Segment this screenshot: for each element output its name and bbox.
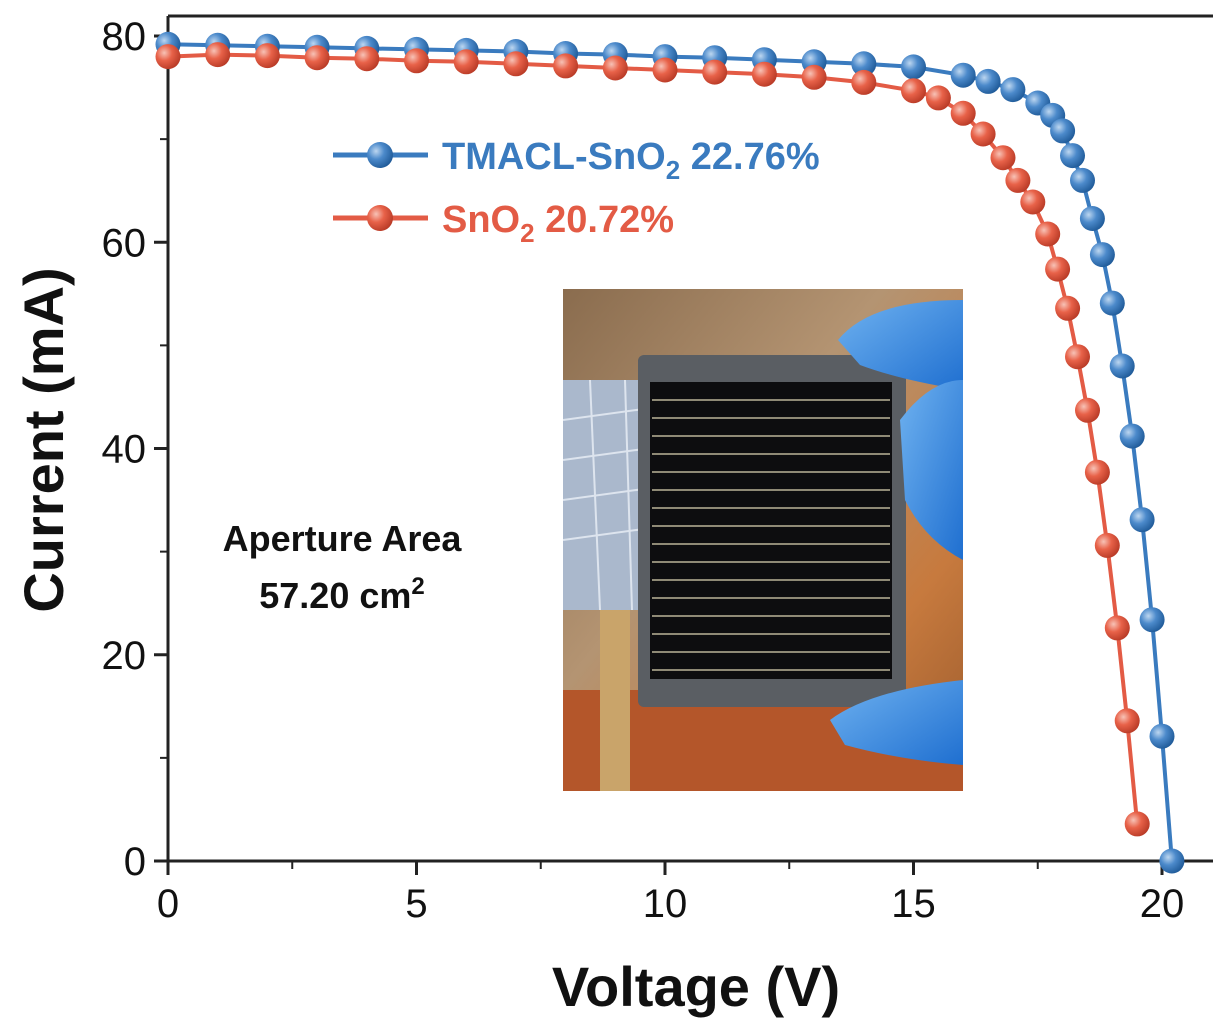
data-point (1075, 397, 1100, 423)
data-point (1149, 723, 1175, 749)
data-point (602, 55, 628, 81)
x-axis-title: Voltage (V) (552, 955, 840, 1018)
data-point (254, 43, 280, 69)
y-tick-label: 20 (102, 634, 147, 678)
y-tick-label: 40 (102, 428, 147, 472)
data-point (1114, 708, 1140, 734)
data-point (1124, 811, 1150, 837)
y-tick-label: 60 (102, 221, 147, 265)
data-point (1109, 353, 1135, 379)
data-point (990, 145, 1016, 171)
aperture-annotation: Aperture Area 57.20 cm2 (223, 518, 463, 616)
x-tick-label: 0 (157, 882, 179, 926)
legend: TMACL-SnO2 22.76% SnO2 20.72% (333, 136, 820, 248)
data-point (1060, 143, 1085, 169)
data-point (503, 51, 529, 77)
data-point (553, 53, 579, 79)
data-point (1020, 189, 1046, 215)
x-tick-label: 5 (405, 882, 427, 926)
legend-entry-tmacl: TMACL-SnO2 22.76% (333, 136, 820, 185)
data-point (975, 68, 1001, 94)
data-point (1099, 290, 1125, 316)
data-point (652, 57, 678, 83)
data-point (751, 61, 777, 87)
data-point (1079, 206, 1105, 231)
annotation-line1: Aperture Area (223, 518, 463, 559)
data-point (851, 51, 877, 77)
data-series (155, 31, 1185, 874)
data-point (404, 48, 429, 74)
legend-label-tmacl: TMACL-SnO2 22.76% (442, 136, 820, 185)
data-point (1045, 256, 1071, 282)
axis-ticks: 0 5 10 15 20 0 20 40 60 80 (102, 15, 1185, 926)
x-tick-label: 15 (891, 882, 936, 926)
data-point (1129, 507, 1155, 533)
data-point (1104, 615, 1130, 641)
data-point (702, 59, 728, 85)
data-point (354, 46, 380, 72)
data-point (901, 54, 926, 80)
data-point (1000, 77, 1026, 103)
data-point (950, 62, 976, 88)
legend-marker-tmacl (367, 142, 393, 168)
data-point (304, 45, 330, 71)
data-point (1119, 423, 1145, 449)
data-point (453, 49, 479, 75)
data-point (901, 78, 926, 104)
data-point (1065, 344, 1090, 370)
data-point (851, 69, 877, 95)
y-axis-title: Current (mA) (12, 267, 75, 612)
data-point (1159, 848, 1185, 874)
data-point (1094, 532, 1120, 558)
data-point (1139, 607, 1165, 633)
data-point (1035, 221, 1061, 247)
data-point (950, 100, 976, 126)
series-sno2 (155, 42, 1150, 837)
legend-marker-sno2 (367, 205, 393, 231)
data-point (1084, 459, 1110, 485)
y-tick-label: 0 (124, 840, 146, 884)
data-point (1050, 118, 1076, 144)
data-point (1055, 295, 1081, 321)
data-point (925, 85, 951, 111)
y-tick-label: 80 (102, 15, 147, 59)
x-tick-label: 20 (1140, 882, 1185, 926)
data-point (801, 64, 827, 90)
inset-photo (563, 289, 963, 791)
data-point (155, 44, 181, 70)
data-point (205, 42, 231, 68)
annotation-line2: 57.20 cm2 (259, 573, 424, 616)
legend-label-sno2: SnO2 20.72% (442, 199, 674, 248)
x-tick-label: 10 (643, 882, 688, 926)
data-point (1070, 167, 1095, 193)
legend-entry-sno2: SnO2 20.72% (333, 199, 674, 248)
data-point (1005, 167, 1031, 193)
data-point (1089, 242, 1115, 268)
plot-axes (166, 14, 1213, 863)
data-point (970, 121, 996, 147)
